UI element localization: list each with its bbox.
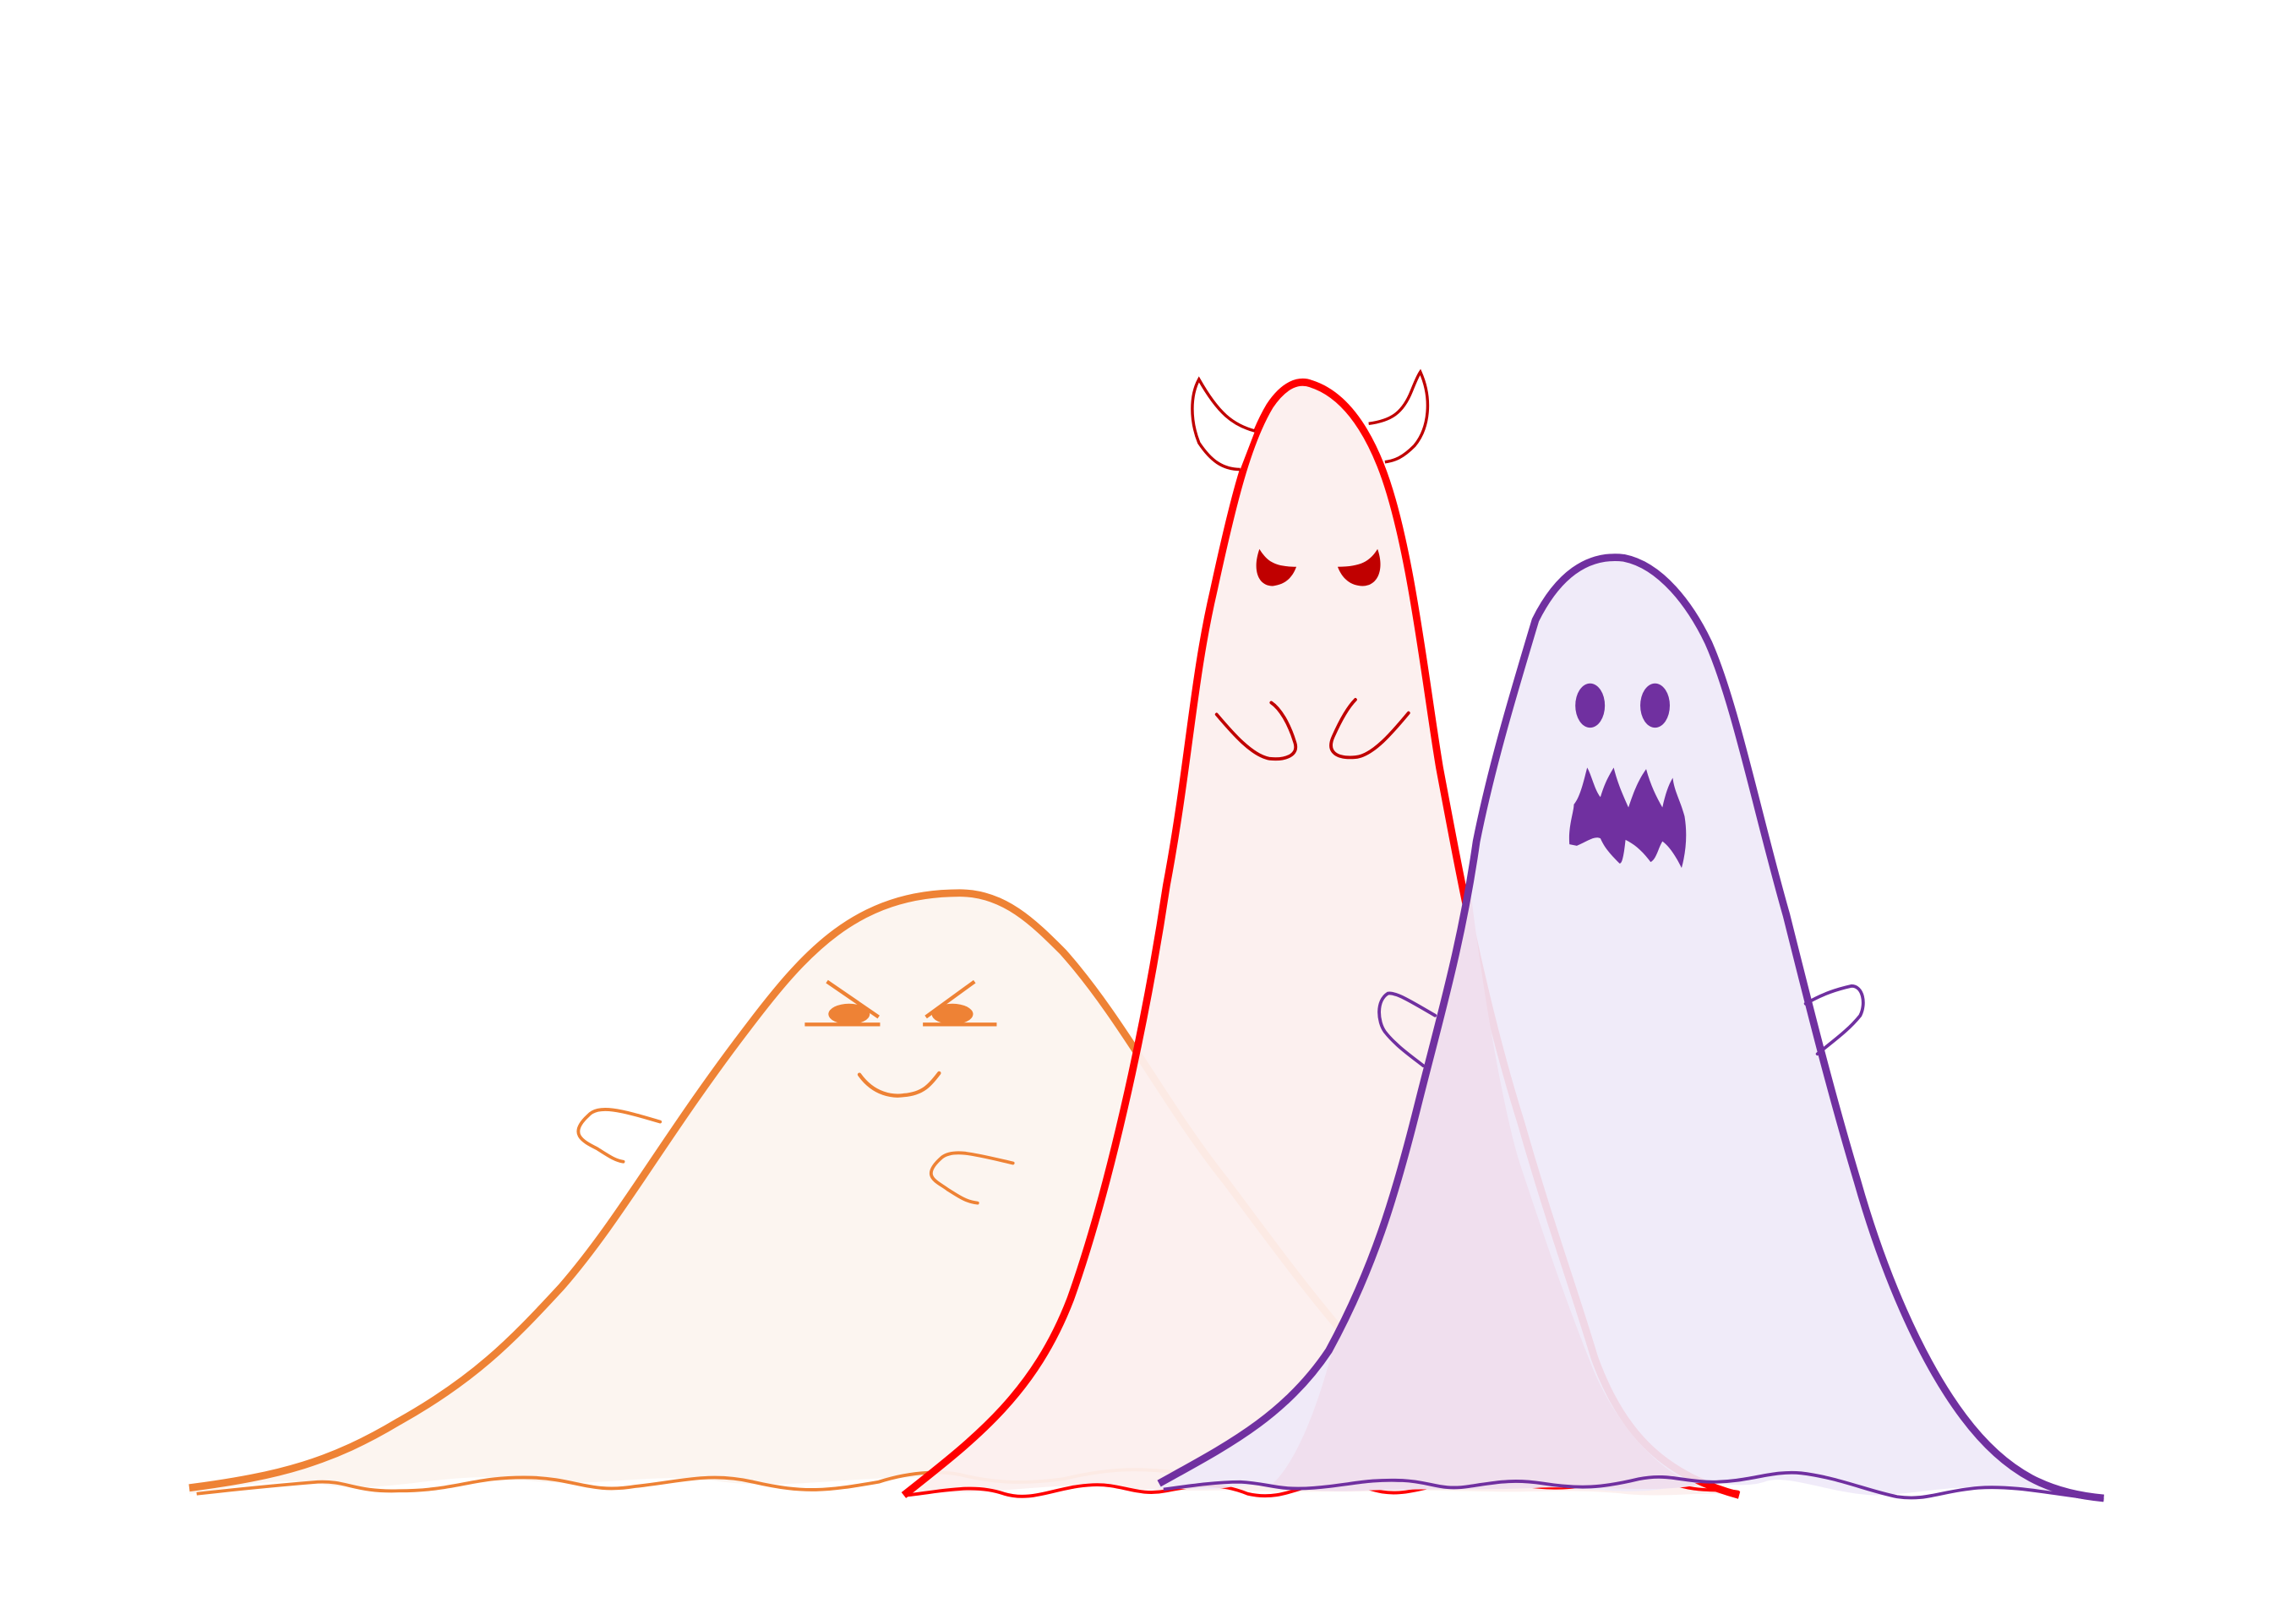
purple-red-overlap: [1269, 878, 1699, 1491]
purple-ghost-mouth: [1568, 767, 1687, 869]
red-ghost-left-horn: [1191, 376, 1256, 472]
red-ghost-face: [1214, 548, 1410, 761]
purple-ghost-left-eye: [1575, 683, 1606, 728]
orange-ghost-left-eye: [828, 1003, 870, 1025]
purple-ghost-hem: [1163, 1470, 2104, 1502]
red-ghost-right-eye: [1337, 548, 1381, 586]
red-ghost-right-horn: [1368, 368, 1430, 464]
purple-ghost-face: [1568, 683, 1687, 869]
purple-ghost-outline: [1157, 553, 2104, 1502]
orange-ghost-left-brow: [826, 979, 880, 1019]
orange-ghost-right-arm: [929, 1151, 1015, 1205]
purple-ghost-right-arm: [1803, 984, 1865, 1056]
red-ghost-mouth-right: [1329, 698, 1410, 760]
orange-ghost-mouth: [857, 1071, 941, 1098]
purple-ghost-right-eye: [1640, 683, 1670, 728]
purple-ghost-left-arm: [1377, 991, 1437, 1068]
purple-ghost: [1157, 553, 2104, 1502]
orange-ghost-right-eye: [931, 1003, 973, 1025]
red-ghost-mouth-left: [1214, 701, 1298, 761]
orange-ghost-left-arm: [576, 1108, 663, 1164]
orange-ghost-face: [804, 979, 997, 1098]
red-ghost-left-eye: [1256, 548, 1297, 586]
